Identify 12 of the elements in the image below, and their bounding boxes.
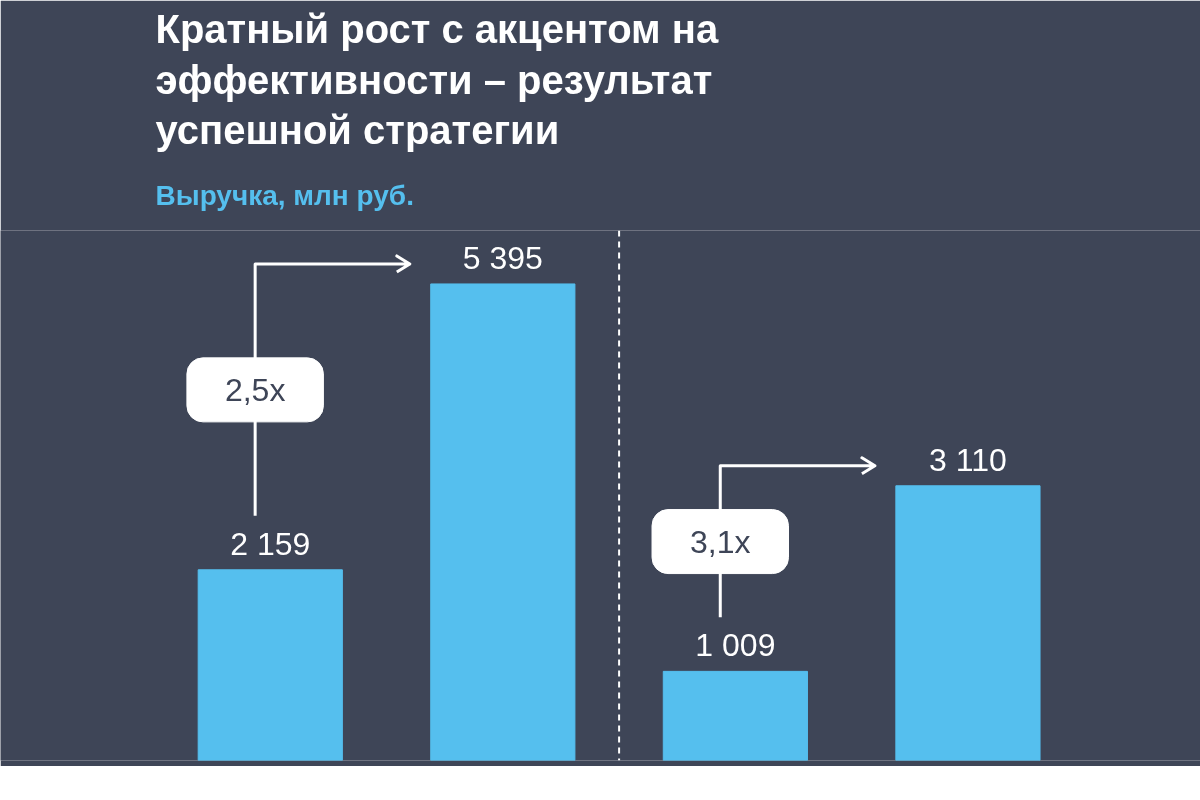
data-label: 5 395 bbox=[462, 239, 543, 276]
bar bbox=[430, 283, 576, 761]
bar bbox=[197, 569, 343, 761]
chart-title: Кратный рост с акцентом на эффективности – результат успешной стратегии bbox=[155, 7, 719, 153]
bar bbox=[662, 670, 808, 761]
data-label: 2 159 bbox=[230, 525, 311, 562]
data-label: 3 110 bbox=[929, 441, 1007, 478]
annotation: 3,1x bbox=[690, 523, 751, 560]
data-label: 1 009 bbox=[695, 627, 776, 664]
chart-subtitle: Выручка, млн руб. bbox=[155, 179, 414, 211]
annotation: 2,5x bbox=[224, 371, 286, 408]
bar bbox=[895, 485, 1041, 761]
